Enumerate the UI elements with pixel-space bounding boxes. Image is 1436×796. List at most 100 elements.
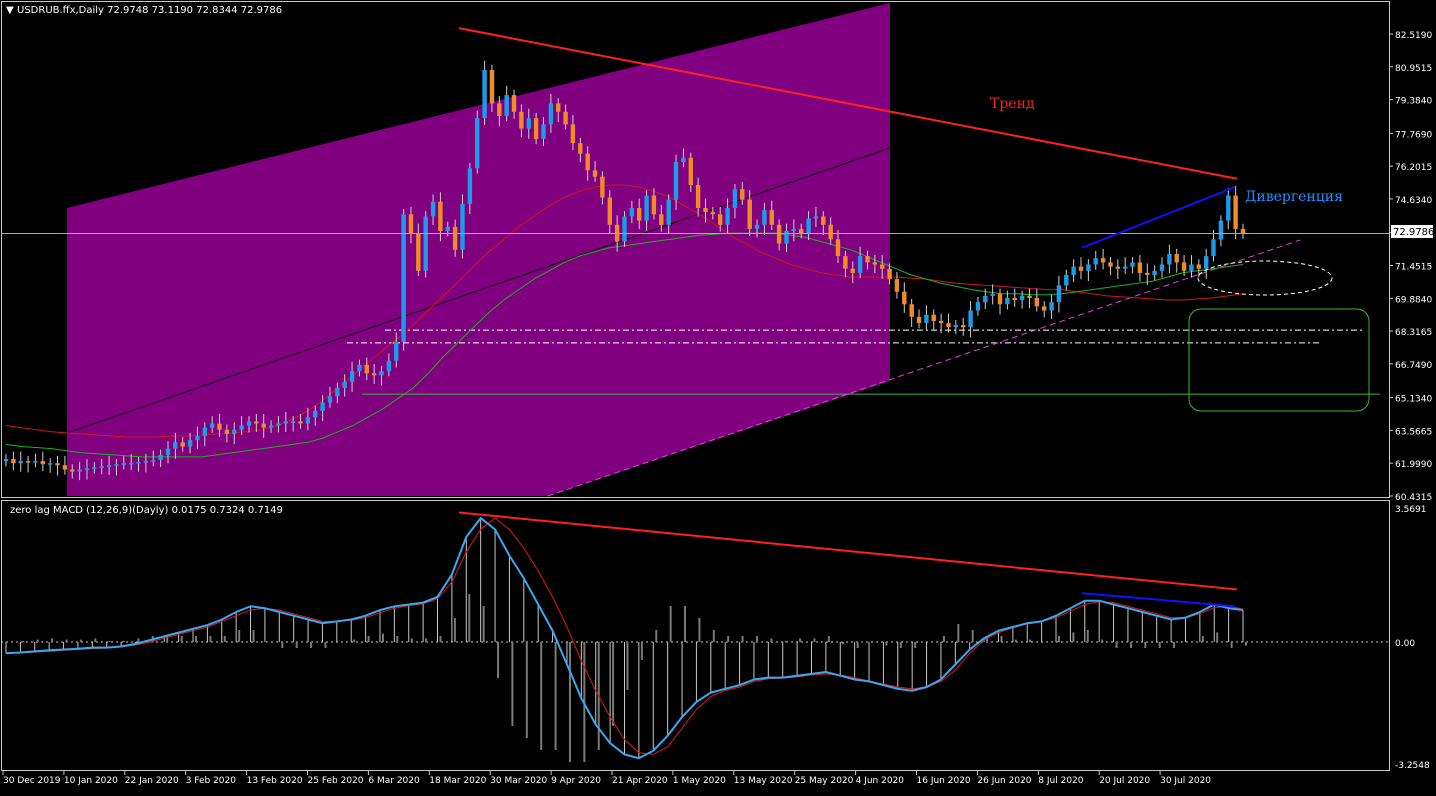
candle-body: [18, 461, 23, 464]
candle-body: [747, 199, 752, 229]
candle-body: [1071, 266, 1076, 275]
candle-body: [106, 465, 112, 467]
candle-body: [1019, 295, 1025, 301]
candle-body: [254, 421, 259, 424]
y-tick-label: 60.4315: [1395, 493, 1432, 503]
macd-y-tick-label: -3.2548: [1395, 761, 1430, 771]
candle-body: [335, 387, 340, 397]
y-tick-label: 66.7490: [1395, 361, 1432, 371]
candle-body: [1167, 254, 1172, 265]
candle-body: [1204, 256, 1209, 269]
candle-body: [732, 189, 738, 208]
x-tick-label: 1 May 2020: [673, 776, 726, 786]
candle-body: [931, 314, 936, 321]
target-zone-rect: [1188, 308, 1370, 412]
candle-body: [835, 239, 841, 257]
y-tick-label: 63.5665: [1395, 427, 1432, 437]
candle-body: [990, 293, 995, 296]
candle-body: [975, 302, 981, 311]
candle-body: [70, 469, 75, 472]
macd-divergence-line: [1081, 592, 1236, 608]
x-tick-label: 26 Jun 2020: [977, 776, 1031, 786]
candle-body: [401, 214, 406, 342]
y-tick-label: 80.9515: [1395, 64, 1432, 74]
candle-body: [1123, 266, 1128, 269]
candle-body: [850, 268, 855, 273]
candle-body: [3, 459, 9, 462]
candle-body: [268, 425, 274, 428]
candle-body: [283, 421, 288, 424]
candle-body: [291, 421, 296, 423]
y-tick-label: 77.7690: [1395, 130, 1432, 140]
candle-body: [305, 417, 311, 424]
candle-body: [1218, 220, 1224, 240]
candle-body: [62, 465, 68, 470]
candle-body: [357, 364, 362, 372]
candle-body: [946, 323, 951, 328]
trend-annotation: Тренд: [990, 96, 1035, 112]
candle-body: [710, 212, 715, 215]
candle-body: [1027, 295, 1032, 298]
candle-body: [438, 201, 443, 231]
header-triangle[interactable]: ▼: [6, 5, 14, 16]
candle-body: [548, 103, 554, 125]
candle-body: [408, 214, 414, 234]
candle-body: [953, 325, 958, 328]
candle-body: [371, 373, 377, 376]
candle-body: [416, 233, 421, 271]
candle-body: [482, 70, 487, 119]
candle-body: [556, 103, 561, 112]
candle-body: [151, 460, 156, 462]
candle-body: [813, 216, 819, 219]
candle-body: [563, 111, 568, 125]
candle-body: [924, 314, 929, 324]
candle-body: [114, 464, 119, 466]
candle-body: [902, 291, 907, 305]
x-tick-label: 16 Jun 2020: [917, 776, 971, 786]
candle-body: [659, 214, 664, 225]
candle-body: [909, 304, 914, 317]
candle-body: [622, 216, 627, 242]
x-tick-label: 8 Jul 2020: [1038, 776, 1083, 786]
macd-y-tick-label: 0.00: [1395, 639, 1415, 649]
candle-body: [887, 268, 892, 280]
candle-body: [806, 218, 811, 234]
candle-body: [239, 425, 244, 430]
candle-body: [1211, 239, 1216, 257]
divergence-line: [1081, 186, 1236, 249]
divergence-annotation: Дивергенция: [1245, 189, 1343, 205]
candle-body: [880, 264, 885, 269]
candle-body: [762, 210, 767, 225]
candle-body: [165, 448, 171, 455]
candle-body: [327, 396, 333, 403]
macd-panel: [1, 511, 1389, 762]
y-tick-label: 71.4515: [1395, 262, 1432, 272]
candle-body: [511, 95, 517, 112]
candle-body: [1115, 266, 1120, 269]
candle-body: [475, 118, 480, 169]
candle-body: [519, 111, 524, 129]
macd-panel-frame: [1, 500, 1390, 771]
candle-body: [791, 228, 796, 231]
candle-body: [1130, 262, 1135, 267]
x-tick-label: 25 Feb 2020: [308, 776, 364, 786]
price-panel: [1, 3, 1389, 497]
candle-body: [872, 262, 877, 265]
candle-body: [40, 461, 45, 465]
candle-body: [1226, 195, 1231, 221]
current-price-label: 72.9786: [1393, 227, 1434, 238]
candle-body: [968, 310, 973, 328]
candle-body: [614, 224, 620, 242]
x-tick-label: 10 Jan 2020: [64, 776, 118, 786]
candle-body: [1064, 274, 1069, 286]
candle-body: [313, 410, 318, 418]
candle-body: [1196, 264, 1201, 269]
candle-body: [718, 214, 723, 225]
candle-body: [666, 199, 671, 225]
x-tick-label: 3 Feb 2020: [186, 776, 237, 786]
x-tick-label: 20 Jul 2020: [1099, 776, 1150, 786]
candle-body: [681, 157, 686, 162]
candle-body: [740, 189, 745, 200]
